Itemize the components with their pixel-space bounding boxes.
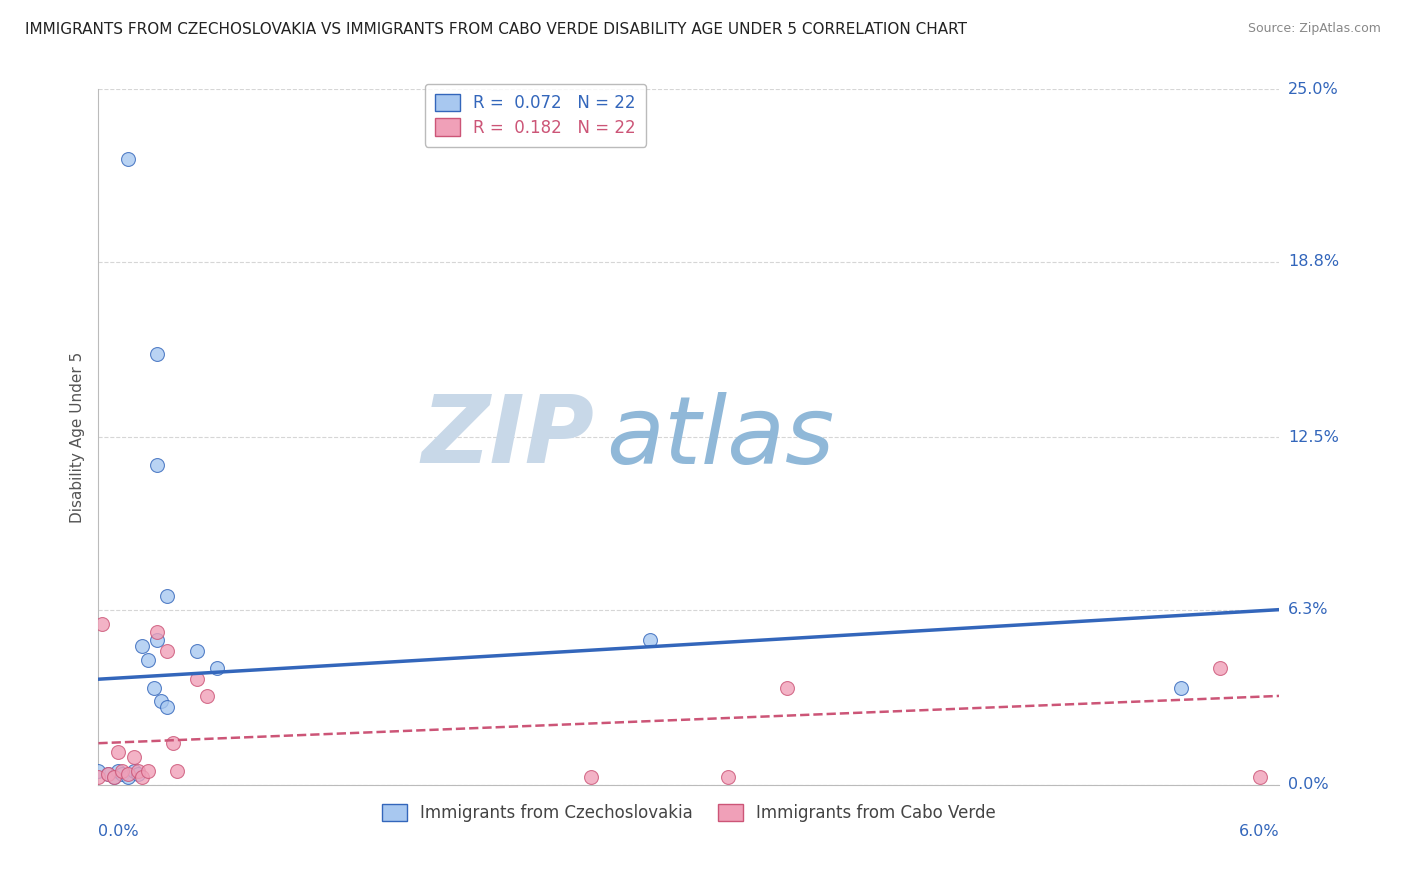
Point <box>142 681 165 695</box>
Text: 0.0%: 0.0% <box>98 824 139 838</box>
Text: atlas: atlas <box>606 392 835 483</box>
Point <box>186 672 208 686</box>
Text: 6.0%: 6.0% <box>1239 824 1279 838</box>
Point <box>146 346 169 360</box>
Y-axis label: Disability Age Under 5: Disability Age Under 5 <box>69 351 84 523</box>
Point <box>156 589 179 603</box>
Point <box>146 624 169 639</box>
Point <box>162 736 184 750</box>
Point <box>166 764 188 778</box>
Point <box>97 767 120 781</box>
Point <box>195 689 218 703</box>
Text: 12.5%: 12.5% <box>1288 430 1339 444</box>
Legend: Immigrants from Czechoslovakia, Immigrants from Cabo Verde: Immigrants from Czechoslovakia, Immigran… <box>375 797 1002 829</box>
Text: IMMIGRANTS FROM CZECHOSLOVAKIA VS IMMIGRANTS FROM CABO VERDE DISABILITY AGE UNDE: IMMIGRANTS FROM CZECHOSLOVAKIA VS IMMIGR… <box>25 22 967 37</box>
Point <box>1170 681 1192 695</box>
Point <box>87 764 110 778</box>
Text: Source: ZipAtlas.com: Source: ZipAtlas.com <box>1247 22 1381 36</box>
Point <box>97 767 120 781</box>
Point <box>146 458 169 472</box>
Point <box>638 633 661 648</box>
Point <box>579 770 602 784</box>
Point <box>91 616 114 631</box>
Point <box>1249 770 1271 784</box>
Point <box>127 767 149 781</box>
Point <box>122 750 145 764</box>
Point <box>150 694 173 708</box>
Point <box>87 770 110 784</box>
Point <box>131 770 153 784</box>
Point <box>156 644 179 658</box>
Point <box>117 770 139 784</box>
Point <box>122 764 145 778</box>
Point <box>117 152 139 166</box>
Point <box>127 764 149 778</box>
Point <box>205 661 228 675</box>
Point <box>186 644 208 658</box>
Point <box>107 764 129 778</box>
Point <box>103 770 125 784</box>
Point <box>1209 661 1232 675</box>
Text: 0.0%: 0.0% <box>1288 778 1329 792</box>
Point <box>103 770 125 784</box>
Point <box>107 745 129 759</box>
Text: ZIP: ZIP <box>422 391 595 483</box>
Point <box>717 770 740 784</box>
Point <box>136 764 159 778</box>
Text: 25.0%: 25.0% <box>1288 82 1339 96</box>
Point <box>111 764 134 778</box>
Point <box>776 681 799 695</box>
Point <box>117 767 139 781</box>
Text: 18.8%: 18.8% <box>1288 254 1339 269</box>
Point <box>111 767 134 781</box>
Point <box>156 700 179 714</box>
Point <box>131 639 153 653</box>
Point <box>146 633 169 648</box>
Point <box>136 653 159 667</box>
Text: 6.3%: 6.3% <box>1288 602 1329 617</box>
